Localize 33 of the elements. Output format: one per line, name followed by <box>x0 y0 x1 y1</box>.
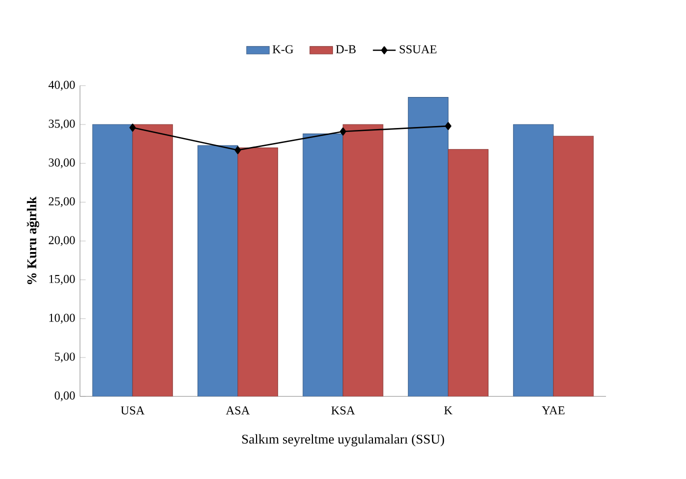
point <box>234 146 241 154</box>
y-tick-label: 10,00 <box>49 314 75 324</box>
x-tick-label: ASA <box>226 406 250 414</box>
bar <box>448 149 488 396</box>
y-tick-label: 35,00 <box>48 120 75 130</box>
y-tick-label: 30,00 <box>48 158 75 168</box>
bar <box>342 124 384 396</box>
legend-label: K-G <box>272 45 294 54</box>
bar <box>198 145 238 396</box>
bar <box>553 136 594 396</box>
bar <box>132 124 173 396</box>
point <box>340 127 346 136</box>
legend-label: SSUAE <box>400 45 436 54</box>
y-tick-label: 0,00 <box>54 391 75 402</box>
bar <box>513 124 554 396</box>
x-axis-title: Salkım seyreltme uygulamaları (SSU) <box>242 434 444 446</box>
point <box>445 122 452 130</box>
y-tick-label: 20,00 <box>48 236 75 246</box>
y-tick-label: 15,00 <box>49 274 75 285</box>
x-tick-label: YAE <box>542 406 564 414</box>
point <box>129 124 136 132</box>
bar <box>302 134 344 396</box>
bar <box>92 124 133 396</box>
bar <box>408 97 448 396</box>
legend-label: D-B <box>336 45 356 54</box>
x-tick-label: USA <box>120 406 145 414</box>
bar <box>238 148 278 396</box>
y-tick-label: 5,00 <box>54 352 75 362</box>
x-tick-label: K <box>444 406 452 414</box>
y-axis-title: % Kuru ağırlık <box>26 196 40 284</box>
y-tick-label: 25,00 <box>48 197 75 208</box>
y-tick-label: 40,00 <box>48 80 75 91</box>
x-tick-label: KSA <box>331 406 355 414</box>
